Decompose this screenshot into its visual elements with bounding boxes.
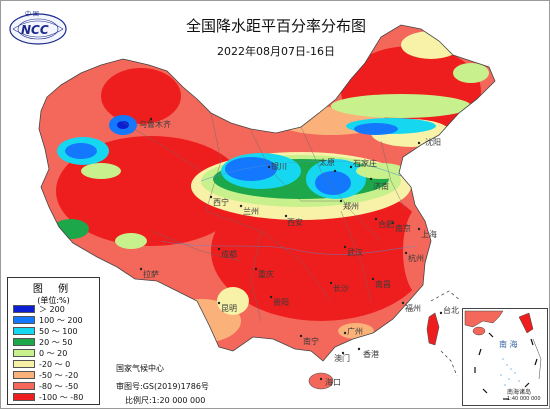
- city-label-taipei: 台北: [443, 306, 459, 315]
- legend-unit: (单位:%): [37, 296, 70, 305]
- city-label-shijiazhuang: 石家庄: [353, 159, 377, 168]
- legend-item: -20 ～ 0: [13, 360, 97, 369]
- rivers: [160, 160, 417, 255]
- city-label-shenyang: 沈阳: [425, 138, 441, 147]
- legend-label: 0 ～ 20: [39, 349, 68, 358]
- city-label-changsha: 长沙: [333, 284, 349, 293]
- city-label-nanning: 南宁: [303, 337, 319, 346]
- legend: 图 例 (单位:%) ＞ 200 100 ～ 200 50 ～ 100 20 ～ 50…: [7, 277, 100, 405]
- taiwan-island: [426, 312, 440, 346]
- city-label-macau: 澳门: [334, 354, 350, 363]
- legend-item: -50 ～ -20: [13, 371, 97, 380]
- legend-item: -100 ～ -80: [13, 393, 97, 402]
- legend-swatch: [13, 316, 35, 324]
- legend-swatch: [13, 338, 35, 346]
- city-label-hangzhou: 杭州: [408, 254, 424, 263]
- legend-item: 50 ～ 100: [13, 327, 97, 336]
- city-label-wuhan: 武汉: [347, 248, 363, 257]
- inset-map: [464, 310, 542, 400]
- legend-item: 20 ～ 50: [13, 338, 97, 347]
- city-label-xining: 西宁: [213, 198, 229, 207]
- inset-islands-label: 南海诸岛: [507, 389, 532, 396]
- legend-item: 100 ～ 200: [13, 316, 97, 325]
- china-outline: [38, 24, 496, 362]
- legend-label: -20 ～ 0: [39, 360, 71, 369]
- legend-title: 图 例: [32, 284, 75, 295]
- city-label-chongqing: 重庆: [258, 270, 274, 279]
- legend-label: -80 ～ -50: [39, 382, 79, 391]
- legend-label: 100 ～ 200: [39, 316, 83, 325]
- city-label-taiyuan: 太原: [319, 158, 335, 167]
- city-label-guangzhou: 广州: [347, 327, 363, 336]
- city-label-yinchuan: 银川: [271, 162, 287, 171]
- hainan-island: [308, 372, 334, 390]
- legend-item: -80 ～ -50: [13, 382, 97, 391]
- city-label-jinan: 济南: [373, 182, 389, 191]
- map-subtitle: 2022年08月07日-16日: [217, 45, 335, 58]
- inset-sea-label: 南 海: [499, 340, 518, 349]
- city-label-zhengzhou: 郑州: [343, 202, 359, 211]
- ncc-emblem-logo: [9, 13, 67, 45]
- south-china-sea-inset: 南 海 南海诸岛 1:40 000 000: [462, 308, 548, 406]
- map-title: 全国降水距平百分率分布图: [185, 17, 366, 35]
- city-label-haikou: 海口: [325, 378, 341, 387]
- legend-swatch: [13, 393, 35, 401]
- legend-label: -50 ～ -20: [39, 371, 79, 380]
- legend-swatch: [13, 305, 35, 313]
- legend-label: ＞ 200: [39, 305, 65, 314]
- maritime-boundary: [430, 290, 462, 377]
- legend-swatch: [13, 371, 35, 379]
- logo-main-text: NCC: [21, 23, 49, 37]
- approval-number: 审图号:GS(2019)1786号: [116, 382, 209, 391]
- city-label-kunming: 昆明: [221, 304, 237, 313]
- city-label-xian: 西安: [287, 218, 303, 227]
- city-label-guiyang: 贵阳: [273, 298, 289, 307]
- map-scale: 比例尺:1:20 000 000: [125, 396, 206, 405]
- province-borders: [120, 112, 407, 322]
- city-label-fuzhou: 福州: [405, 304, 421, 313]
- city-label-urumqi: 乌鲁木齐: [139, 120, 171, 129]
- legend-label: -100 ～ -80: [39, 393, 84, 402]
- legend-label: 50 ～ 100: [39, 327, 78, 336]
- city-label-hongkong: 香港: [363, 350, 379, 359]
- legend-item: 0 ～ 20: [13, 349, 97, 358]
- city-label-lhasa: 拉萨: [143, 270, 159, 279]
- legend-swatch: [13, 349, 35, 357]
- city-markers: [139, 117, 443, 381]
- legend-item: ＞ 200: [13, 305, 97, 314]
- city-label-lanzhou: 兰州: [243, 207, 259, 216]
- city-label-hefei: 合肥: [378, 220, 394, 229]
- city-label-shanghai: 上海: [421, 230, 437, 239]
- legend-swatch: [13, 360, 35, 368]
- agency-credit: 国家气候中心: [116, 364, 164, 373]
- legend-swatch: [13, 382, 35, 390]
- legend-swatch: [13, 327, 35, 335]
- legend-label: 20 ～ 50: [39, 338, 73, 347]
- city-label-chengdu: 成都: [221, 250, 237, 259]
- city-label-nanjing: 南京: [395, 224, 411, 233]
- logo-top-text: 中 国: [25, 11, 39, 18]
- city-label-nanchang: 南昌: [375, 280, 391, 289]
- inset-scale: 1:40 000 000: [507, 396, 541, 402]
